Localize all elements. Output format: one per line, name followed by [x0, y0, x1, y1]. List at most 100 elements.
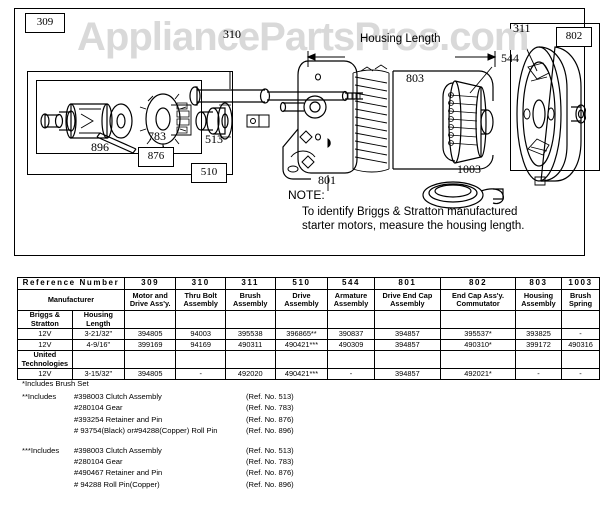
cell-309 [123, 350, 177, 369]
table-row: Briggs & Stratton Housing Length [17, 310, 600, 329]
cell-510: 396865** [274, 328, 329, 340]
housing-length-label: Housing Length [360, 33, 441, 45]
footnote-list: #398003 Clutch Assembly (Ref. No. 513) #28… [74, 391, 372, 436]
table-row: United Technologies [17, 350, 600, 369]
header-description-801: Drive End Cap Assembly [373, 289, 442, 311]
cell-802: 395537* [440, 328, 516, 340]
row-housing-length: Housing Length [71, 310, 125, 329]
cell-544 [327, 310, 375, 329]
footnote-item: #393254 Retainer and Pin (Ref. No. 876) [74, 414, 372, 425]
table-row: 12V 4-9/16" 399169 94169 490311 490421*** 4903… [17, 339, 600, 351]
callout-513: 513 [205, 132, 223, 146]
cell-1003 [561, 350, 600, 369]
header-description-510: Drive Assembly [274, 289, 329, 311]
note-line-2: starter motors, measure the housing leng… [302, 220, 525, 232]
cell-544: - [327, 368, 375, 380]
callout-544: 544 [501, 51, 519, 65]
drive-end-cap-art [279, 60, 358, 180]
cell-310: 94003 [175, 328, 226, 340]
footnote-lead: ***Includes [22, 445, 60, 455]
parts-reference-table: Reference Number 309 310 311 510 544 801 802 803… [17, 277, 600, 380]
cell-544: 490309 [327, 339, 375, 351]
footnote-ref-number: (Ref. No. 513) [246, 392, 294, 402]
callout-311: 311 [513, 21, 531, 35]
drive-assembly-inset-box [27, 71, 233, 175]
callout-803: 803 [406, 71, 424, 85]
row-manufacturer: 12V [17, 339, 73, 351]
footnote-group: ***Includes #398003 Clutch Assembly (Ref. … [22, 445, 372, 490]
cell-801: 394857 [373, 328, 442, 340]
cell-310 [175, 350, 226, 369]
footnote-ref-number: (Ref. No. 876) [246, 414, 294, 424]
footnote-brush-set: *Includes Brush Set [22, 379, 89, 388]
cell-510: 490421*** [274, 368, 329, 380]
footnote-item: # 94288 Roll Pin(Copper) (Ref. No. 896) [74, 479, 372, 490]
footnote-ref-number: (Ref. No. 876) [246, 468, 294, 478]
footnote-ref-number: (Ref. No. 783) [246, 457, 294, 467]
cell-803: - [514, 368, 563, 380]
row-housing-length [71, 350, 125, 369]
header-description-802: End Cap Ass'y. Commutator [440, 289, 516, 311]
cell-310 [175, 310, 226, 329]
cell-802 [440, 350, 516, 369]
cell-1003: 490316 [561, 339, 600, 351]
cell-309 [123, 310, 177, 329]
row-housing-length: 4-9/16" [71, 339, 125, 351]
cell-311 [224, 350, 276, 369]
cell-510: 490421*** [274, 339, 329, 351]
cell-801 [373, 310, 442, 329]
cell-801: 394857 [373, 368, 442, 380]
cell-803: 399172 [514, 339, 563, 351]
footnote-item: # 93754(Black) or#94288(Copper) Roll Pin… [74, 425, 372, 436]
site-watermark: AppliancePartsPros.com [77, 15, 530, 59]
cell-311 [224, 310, 276, 329]
table-row: 12V 3-15/32" 394805-492020 490421*** -394857… [17, 368, 600, 380]
cell-1003 [561, 310, 600, 329]
armature-core-art [352, 64, 390, 173]
cell-803 [514, 310, 563, 329]
footnote-item: #398003 Clutch Assembly (Ref. No. 513) [74, 391, 372, 402]
header-refnum-801: 801 [373, 277, 442, 290]
cell-1003: - [561, 328, 600, 340]
cell-802: 492021* [440, 368, 516, 380]
footnote-ref-number: (Ref. No. 896) [246, 479, 294, 489]
header-refnum-544: 544 [327, 277, 375, 290]
footnote-part-number: #490467 Retainer and Pin [74, 468, 163, 478]
footnote-list: #398003 Clutch Assembly (Ref. No. 513) #28… [74, 445, 372, 490]
cell-544: 390837 [327, 328, 375, 340]
header-refnum-310: 310 [175, 277, 226, 290]
table-header-row-refnum: Reference Number 309 310 311 510 544 801 802 803… [17, 277, 600, 290]
header-refnum-311: 311 [224, 277, 276, 290]
cell-544 [327, 350, 375, 369]
callout-1003: 1003 [457, 162, 481, 176]
footnote-part-number: #398003 Clutch Assembly [74, 445, 162, 455]
tag-876: 876 [138, 147, 174, 167]
cell-309: 394805 [123, 368, 177, 380]
small-bracket-art [246, 114, 270, 128]
tag-309: 309 [25, 13, 65, 33]
drive-assembly-inner-frame [36, 80, 202, 154]
cell-311: 492020 [224, 368, 276, 380]
footnote-item: #490467 Retainer and Pin (Ref. No. 876) [74, 467, 372, 478]
row-housing-length: 3-21/32" [71, 328, 125, 340]
footnote-ref-number: (Ref. No. 513) [246, 445, 294, 455]
header-refnum-309: 309 [123, 277, 177, 290]
housing-length-dimension [306, 51, 497, 67]
header-manufacturer: Manufacturer [17, 289, 125, 311]
header-refnum-510: 510 [274, 277, 329, 290]
note-title: NOTE: [288, 188, 325, 202]
header-refnum-1003: 1003 [561, 277, 600, 290]
tag-802: 802 [556, 27, 592, 47]
footnote-lead: **Includes [22, 392, 57, 402]
cell-802: 490310* [440, 339, 516, 351]
cell-510 [274, 350, 329, 369]
cell-801 [373, 350, 442, 369]
footnote-part-number: #280104 Gear [74, 457, 123, 467]
header-description-311: Brush Assembly [224, 289, 276, 311]
note-body: To identify Briggs & Stratton manufactur… [302, 205, 578, 233]
cell-1003: - [561, 368, 600, 380]
header-reference-number: Reference Number [17, 277, 125, 290]
tag-510: 510 [191, 163, 227, 183]
cell-802 [440, 310, 516, 329]
footnote-item: #398003 Clutch Assembly (Ref. No. 513) [74, 445, 372, 456]
